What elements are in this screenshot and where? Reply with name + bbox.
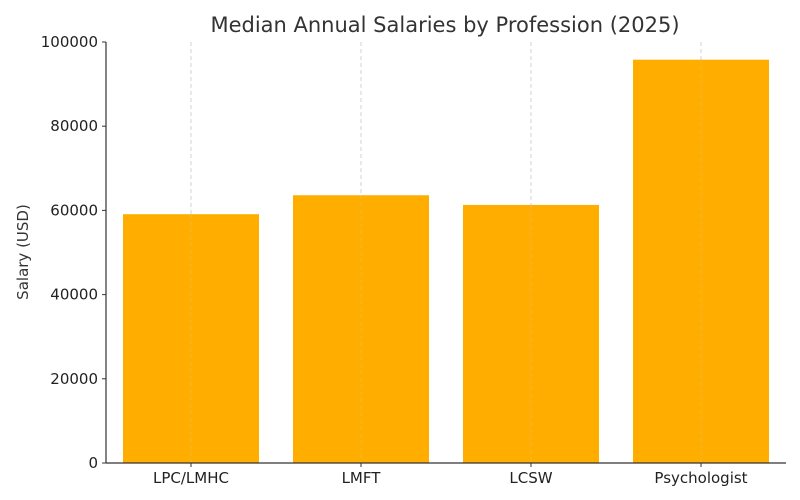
y-tick-label: 60000 bbox=[50, 201, 98, 219]
x-tick-label: Psychologist bbox=[654, 469, 747, 487]
y-axis-label: Salary (USD) bbox=[14, 204, 32, 300]
overlay-grid-lines bbox=[190, 59, 702, 463]
y-tick-label: 20000 bbox=[50, 370, 98, 388]
y-ticks: 0 20000 40000 60000 80000 100000 bbox=[41, 33, 106, 472]
y-tick-label: 40000 bbox=[50, 286, 98, 304]
x-tick-label: LPC/LMHC bbox=[153, 469, 229, 487]
x-ticks: LPC/LMHC LMFT LCSW Psychologist bbox=[153, 463, 748, 487]
bar-psychologist bbox=[633, 59, 769, 463]
x-tick-label: LCSW bbox=[509, 469, 552, 487]
bar-lmft bbox=[293, 195, 429, 463]
y-tick-label: 80000 bbox=[50, 117, 98, 135]
grid-lines bbox=[190, 42, 702, 463]
y-tick-label: 100000 bbox=[41, 33, 98, 51]
x-tick-label: LMFT bbox=[342, 469, 382, 487]
bars bbox=[123, 59, 769, 463]
y-tick-label: 0 bbox=[88, 454, 98, 472]
bar-lcsw bbox=[463, 204, 599, 463]
chart-title: Median Annual Salaries by Profession (20… bbox=[210, 13, 679, 37]
axes bbox=[105, 42, 786, 464]
bar-lpc-lmhc bbox=[123, 214, 259, 463]
